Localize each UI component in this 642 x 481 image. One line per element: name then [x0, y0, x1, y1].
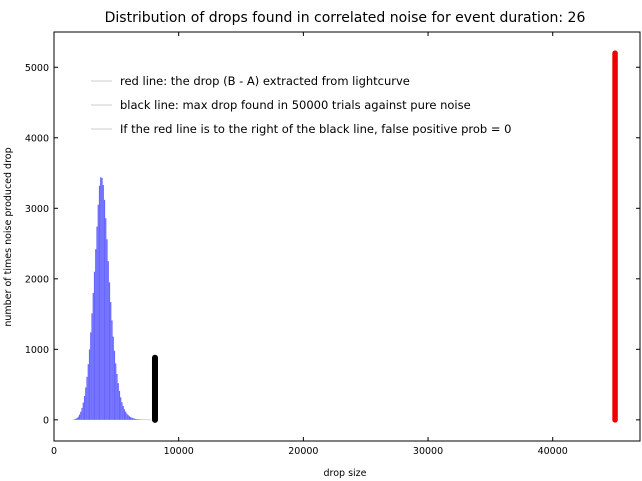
histogram-bar	[93, 271, 96, 420]
histogram-bar	[101, 177, 103, 420]
histogram-bar	[123, 409, 126, 420]
vertical-lines	[151, 50, 618, 423]
histogram-bar	[87, 364, 89, 420]
histogram-bar	[126, 413, 128, 420]
histogram-bar	[96, 226, 98, 420]
y-tick-label: 2000	[25, 274, 49, 285]
histogram-bar	[83, 395, 86, 420]
legend: red line: the drop (B - A) extracted fro…	[91, 74, 511, 136]
y-tick-label: 4000	[25, 133, 49, 144]
histogram-bar	[121, 402, 123, 420]
x-tick-label: 40000	[538, 446, 568, 457]
histogram-bar	[111, 320, 113, 420]
histogram-bar	[115, 363, 117, 420]
histogram-bar	[102, 185, 104, 420]
histogram-bar	[118, 390, 121, 420]
histogram-bar	[88, 349, 91, 420]
y-tick-label: 1000	[25, 345, 49, 356]
histogram-bar	[103, 199, 106, 420]
histogram-bar	[130, 417, 132, 420]
y-tick-label: 5000	[25, 63, 49, 74]
histogram-bar	[132, 418, 134, 420]
histogram-bar	[91, 313, 93, 420]
y-tick-label: 0	[43, 415, 49, 426]
histogram-bar	[98, 185, 101, 420]
histogram-bar	[122, 406, 124, 420]
histogram-bar	[86, 376, 88, 420]
legend-entry: black line: max drop found in 50000 tria…	[120, 98, 471, 112]
x-tick-label: 20000	[288, 446, 318, 457]
histogram-bar	[125, 411, 127, 420]
histogram-bar	[76, 417, 78, 420]
histogram-bar	[90, 332, 92, 420]
y-tick-label: 3000	[25, 204, 49, 215]
histogram-bar	[137, 419, 139, 420]
histogram-bar	[92, 292, 94, 420]
histogram-bar	[106, 239, 108, 420]
histogram-bar	[75, 418, 77, 420]
histogram-bar	[136, 419, 138, 420]
histogram-bar	[97, 204, 99, 420]
histogram-bar	[127, 415, 129, 420]
histogram-bar	[105, 218, 107, 420]
histogram-bar	[77, 416, 79, 420]
histogram-bar	[133, 418, 136, 420]
histogram-bar	[108, 282, 111, 420]
y-axis-label: number of times noise produced drop	[3, 147, 14, 326]
histogram-bar	[107, 261, 109, 420]
histogram-bar	[113, 350, 116, 420]
histogram-bar	[81, 407, 83, 420]
histogram-bar	[116, 374, 118, 420]
x-axis-ticks: 0 10000 20000 30000 40000	[51, 32, 568, 457]
histogram-bar	[73, 419, 76, 420]
histogram-bar	[112, 336, 114, 420]
histogram	[72, 177, 152, 421]
histogram-bar	[78, 414, 81, 420]
plot-frame	[53, 31, 641, 442]
histogram-bar	[128, 416, 131, 420]
histogram-bar	[110, 302, 112, 420]
legend-entry: If the red line is to the right of the b…	[120, 122, 511, 136]
histogram-bar	[135, 418, 137, 420]
x-tick-label: 10000	[164, 446, 194, 457]
histogram-bar	[131, 417, 133, 420]
histogram-bar	[100, 177, 102, 420]
y-axis-ticks: 0 1000 2000 3000 4000 5000	[25, 63, 640, 426]
histogram-bar	[82, 402, 84, 420]
histogram-bar	[85, 387, 87, 420]
histogram-bar	[95, 249, 97, 420]
histogram-bar	[117, 383, 119, 420]
chart-title: Distribution of drops found in correlate…	[105, 10, 586, 26]
histogram-bar	[80, 411, 82, 420]
legend-entry: red line: the drop (B - A) extracted fro…	[120, 74, 410, 88]
histogram-bar	[120, 397, 122, 420]
x-axis-label: drop size	[323, 468, 366, 479]
x-tick-label: 0	[51, 446, 57, 457]
x-tick-label: 30000	[413, 446, 443, 457]
